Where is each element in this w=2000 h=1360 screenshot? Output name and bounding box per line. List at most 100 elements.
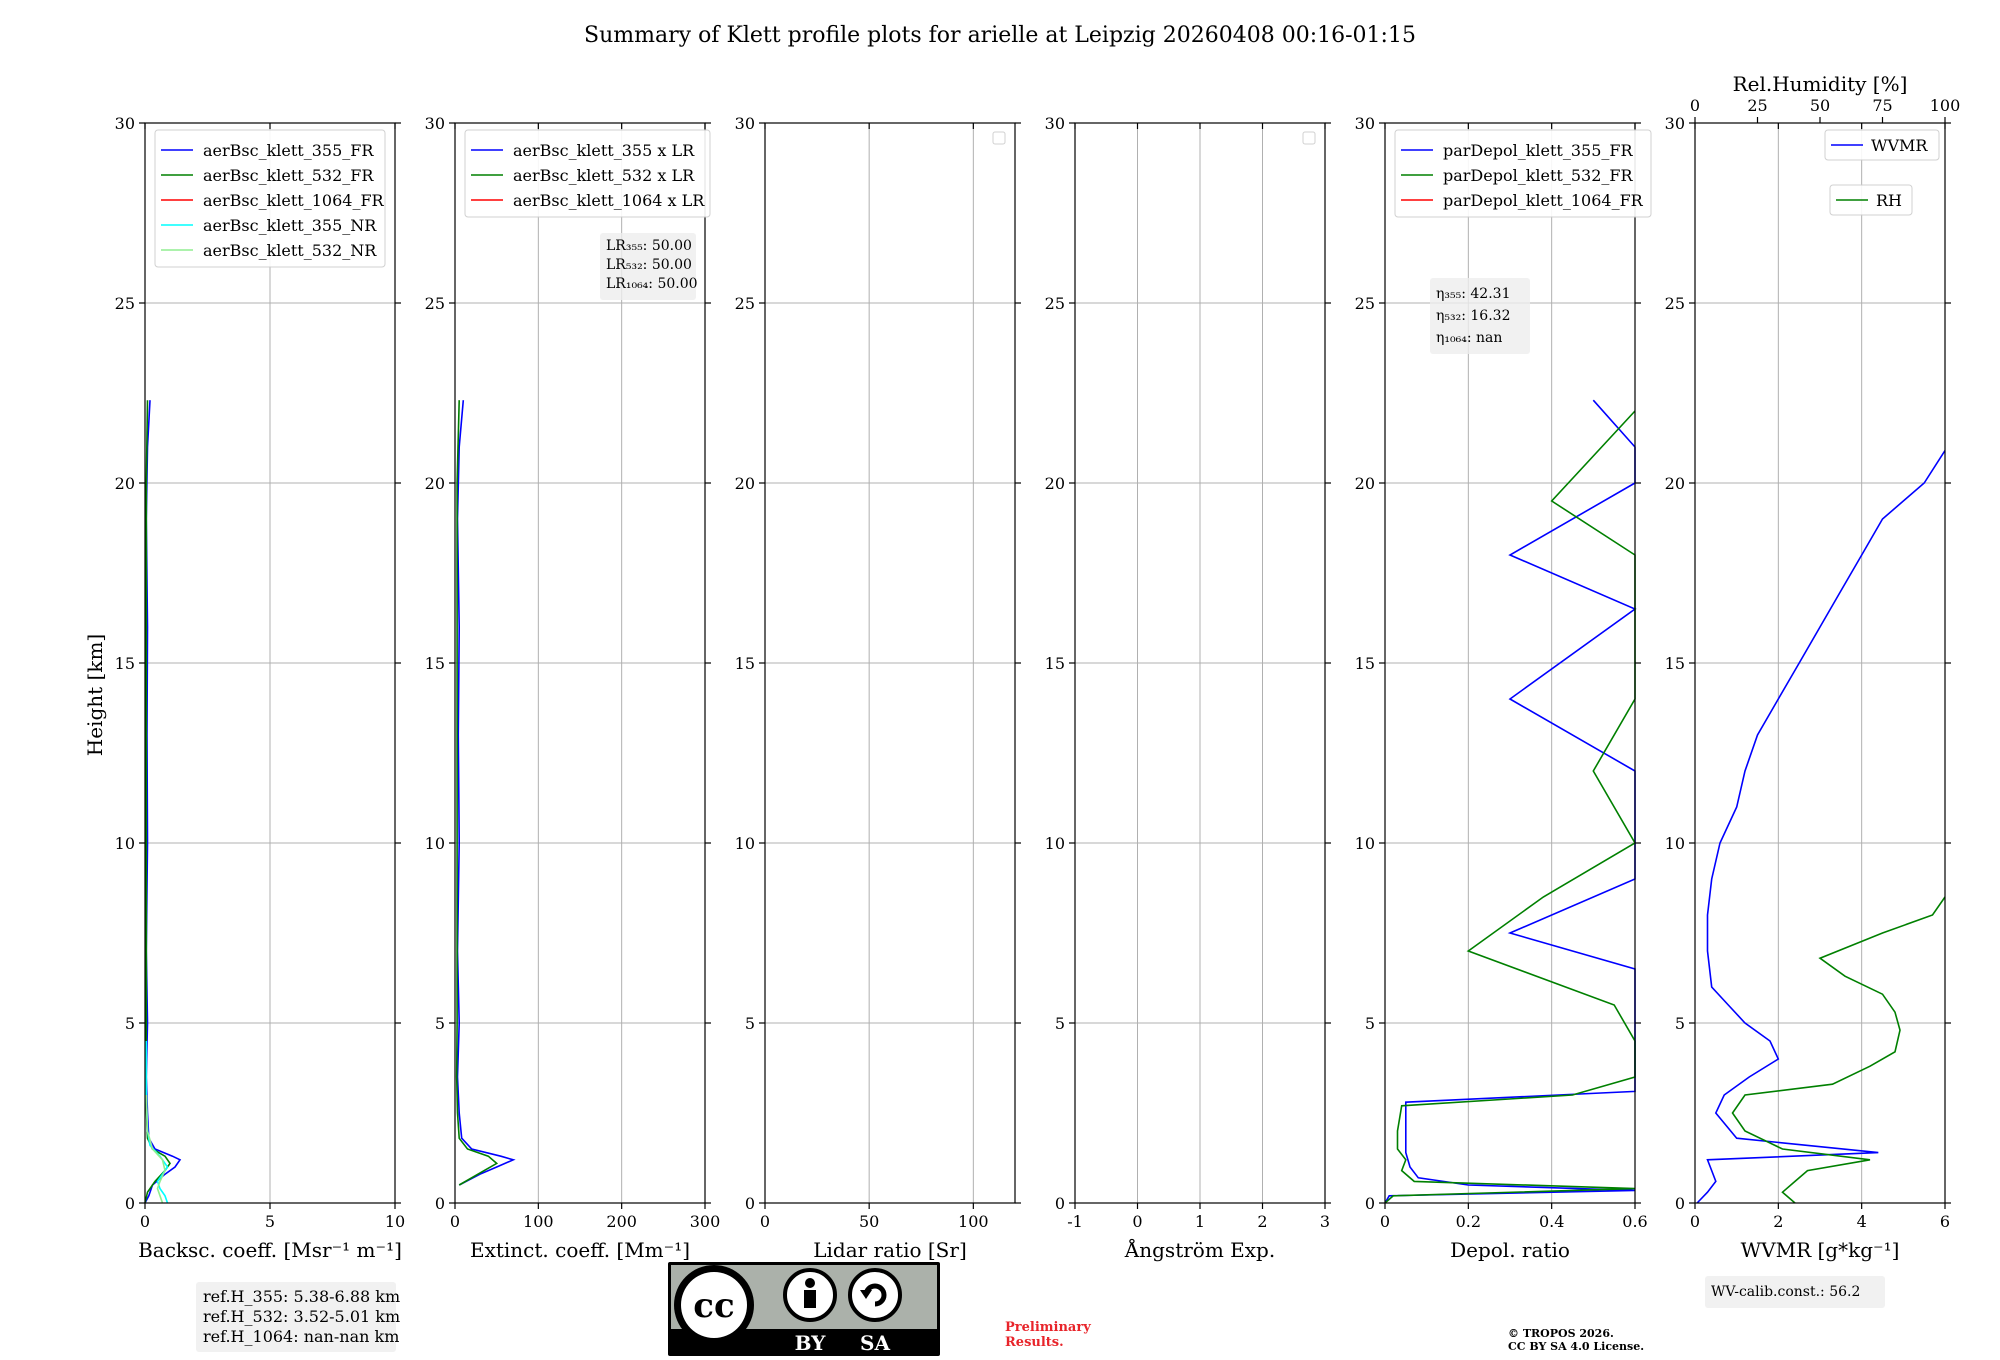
y-tick-label: 0 — [125, 1194, 135, 1213]
panel-wvmr: 0 2 4 6 0 5 10 15 20 25 30 0 25 50 75 100 Rel.Humidity [… — [1665, 72, 1961, 1308]
legend-box — [154, 129, 386, 268]
x-axis-label: Lidar ratio [Sr] — [813, 1238, 967, 1262]
x2-tick-label: 0 — [1690, 96, 1700, 115]
x-tick-label: 100 — [523, 1212, 554, 1231]
y-tick-label: 20 — [1355, 474, 1375, 493]
y-tick-label: 5 — [1365, 1014, 1375, 1033]
x-tick-label: 0.6 — [1622, 1212, 1647, 1231]
legend-entry: aerBsc_klett_1064_FR — [203, 191, 385, 210]
y-tick-label: 10 — [1045, 834, 1065, 853]
legend-entry: aerBsc_klett_532_FR — [203, 166, 374, 185]
ref-height-532: ref.H_532: 3.52-5.01 km — [203, 1307, 400, 1326]
x-axis-label: WVMR [g*kg⁻¹] — [1741, 1238, 1900, 1262]
y-tick-label: 30 — [735, 114, 755, 133]
preliminary-label-1: Preliminary — [1005, 1320, 1091, 1335]
y-tick-label: 15 — [115, 654, 135, 673]
y-tick-label: 0 — [745, 1194, 755, 1213]
series-aerbsc-klett-532-nr — [145, 1094, 166, 1204]
cc-by-sa-badge: cc BY SA — [668, 1262, 940, 1356]
y-tick-label: 10 — [1665, 834, 1685, 853]
by-label: BY — [795, 1331, 827, 1355]
y-tick-label: 20 — [735, 474, 755, 493]
y-tick-label: 25 — [1665, 294, 1685, 313]
y-tick-label: 10 — [115, 834, 135, 853]
x-axis-label: Backsc. coeff. [Msr⁻¹ m⁻¹] — [138, 1238, 402, 1262]
annotation-line: η₃₅₅: 42.31 — [1436, 286, 1510, 302]
x2-axis-label: Rel.Humidity [%] — [1733, 72, 1908, 96]
legend-entry: WVMR — [1871, 136, 1928, 155]
y-tick-label: 5 — [1055, 1014, 1065, 1033]
x-tick-label: 4 — [1857, 1212, 1867, 1231]
y-tick-label: 5 — [745, 1014, 755, 1033]
y-tick-label: 10 — [425, 834, 445, 853]
y-tick-label: 20 — [1045, 474, 1065, 493]
empty-legend — [992, 131, 1006, 145]
y-tick-label: 5 — [1675, 1014, 1685, 1033]
x2-tick-label: 100 — [1930, 96, 1961, 115]
y-tick-label: 25 — [735, 294, 755, 313]
annotation-box — [600, 233, 696, 300]
x-tick-label: 6 — [1940, 1212, 1950, 1231]
y-tick-label: 5 — [435, 1014, 445, 1033]
legend-box — [1829, 184, 1913, 216]
annotation-line: LR₁₀₆₄: 50.00 — [606, 276, 698, 292]
series-wvmr — [1696, 450, 1946, 1204]
y-tick-label: 15 — [1665, 654, 1685, 673]
x-tick-label: 0.2 — [1456, 1212, 1481, 1231]
annotation-box — [1705, 1276, 1885, 1308]
annotation-box — [1430, 278, 1530, 354]
series-aerbsc-klett-532-x-lr — [455, 400, 499, 1186]
x-tick-label: 2 — [1257, 1212, 1267, 1231]
legend-box — [1824, 129, 1940, 161]
y-tick-label: 30 — [1665, 114, 1685, 133]
legend-entry: parDepol_klett_1064_FR — [1443, 191, 1644, 210]
x-axis-label: Extinct. coeff. [Mm⁻¹] — [470, 1238, 690, 1262]
series-aerbsc-klett-355-x-lr — [456, 400, 516, 1186]
reference-heights-box: ref.H_355: 5.38-6.88 km ref.H_532: 3.52-… — [196, 1282, 400, 1352]
legend-entry: aerBsc_klett_532 x LR — [513, 166, 695, 185]
series-aerbsc-klett-532-fr — [144, 400, 171, 1204]
legend-entry: aerBsc_klett_355_NR — [203, 216, 377, 235]
y-tick-label: 25 — [115, 294, 135, 313]
y-tick-label: 5 — [125, 1014, 135, 1033]
legend-entry: aerBsc_klett_355 x LR — [513, 141, 695, 160]
x-tick-label: 50 — [859, 1212, 879, 1231]
y-tick-label: 10 — [1355, 834, 1375, 853]
x-tick-label: -1 — [1067, 1212, 1083, 1231]
copyright-line-2: CC BY SA 4.0 License. — [1508, 1340, 1644, 1353]
y-tick-label: 15 — [1045, 654, 1065, 673]
legend-entry: RH — [1876, 191, 1902, 210]
legend-box — [1394, 129, 1652, 218]
y-tick-label: 15 — [425, 654, 445, 673]
x-tick-label: 10 — [385, 1212, 405, 1231]
legend-entry: aerBsc_klett_532_NR — [203, 241, 377, 260]
y-tick-label: 30 — [1355, 114, 1375, 133]
annotation-line: η₁₀₆₄: nan — [1436, 330, 1502, 346]
y-axis-label: Height [km] — [83, 634, 107, 756]
y-tick-label: 0 — [435, 1194, 445, 1213]
cc-label: cc — [693, 1286, 734, 1326]
x-axis-label: Ångström Exp. — [1124, 1237, 1275, 1262]
y-tick-label: 25 — [1045, 294, 1065, 313]
series-rh — [1731, 896, 1946, 1204]
y-tick-label: 25 — [425, 294, 445, 313]
y-tick-label: 20 — [115, 474, 135, 493]
x-tick-label: 0 — [1690, 1212, 1700, 1231]
x-axis-label: Depol. ratio — [1450, 1238, 1570, 1262]
preliminary-label-2: Results. — [1005, 1335, 1064, 1350]
panel-depolarization: 0 0.2 0.4 0.6 0 5 10 15 20 25 30 Depol. ratio parDep… — [1355, 114, 1652, 1262]
x-tick-label: 1 — [1195, 1212, 1205, 1231]
x-tick-label: 2 — [1773, 1212, 1783, 1231]
ref-height-1064: ref.H_1064: nan-nan km — [203, 1327, 399, 1346]
y-tick-label: 30 — [115, 114, 135, 133]
y-tick-label: 0 — [1055, 1194, 1065, 1213]
annotation-line: LR₅₃₂: 50.00 — [606, 257, 692, 273]
y-tick-label: 25 — [1355, 294, 1375, 313]
copyright-line-1: © TROPOS 2026. — [1508, 1327, 1614, 1340]
panel-extinction: 0 100 200 300 0 5 10 15 20 25 30 Extinct. coeff. [M… — [425, 114, 721, 1262]
series-pardepol-klett-355-fr — [1384, 399, 1637, 1204]
x-tick-label: 0 — [1132, 1212, 1142, 1231]
x2-tick-label: 75 — [1872, 96, 1892, 115]
annotation-line: η₅₃₂: 16.32 — [1436, 308, 1510, 324]
